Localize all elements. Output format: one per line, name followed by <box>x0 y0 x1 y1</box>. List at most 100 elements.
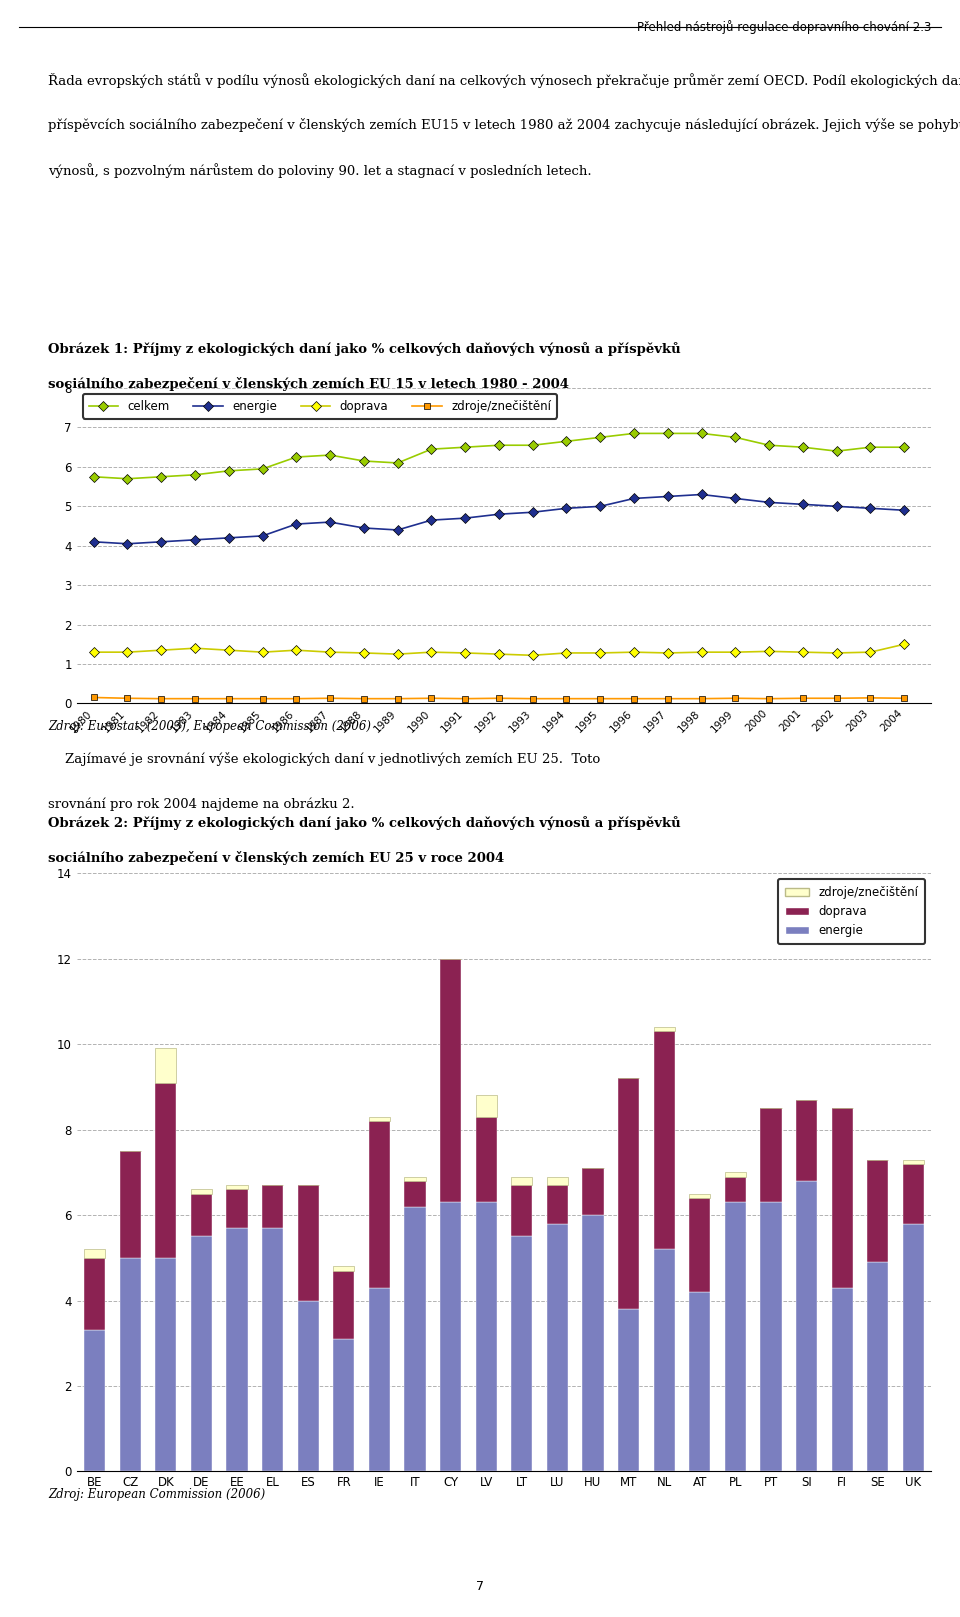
Bar <box>796 1180 817 1471</box>
doprava <box>189 639 201 658</box>
Bar <box>156 1083 177 1258</box>
doprava <box>358 644 370 663</box>
Bar <box>725 1177 746 1203</box>
zdroje/znečištění <box>899 689 910 708</box>
Legend: celkem, energie, doprava, zdroje/znečištění: celkem, energie, doprava, zdroje/znečišt… <box>83 395 557 419</box>
Bar <box>511 1177 533 1185</box>
celkem <box>88 467 100 487</box>
doprava <box>392 645 403 665</box>
zdroje/znečištění <box>865 689 876 708</box>
Bar <box>583 1214 604 1471</box>
celkem <box>256 459 268 479</box>
Bar <box>333 1271 354 1339</box>
energie <box>831 496 843 516</box>
doprava <box>696 642 708 661</box>
Bar <box>440 1203 461 1471</box>
energie <box>730 488 741 508</box>
doprava <box>223 640 234 660</box>
Bar <box>546 1224 568 1471</box>
Bar <box>227 1190 248 1227</box>
Bar <box>440 959 461 1203</box>
celkem <box>324 445 336 464</box>
energie <box>696 485 708 505</box>
doprava <box>425 642 437 661</box>
doprava <box>256 642 268 661</box>
Bar <box>583 1167 604 1214</box>
energie <box>763 493 775 513</box>
doprava <box>561 644 572 663</box>
Text: Zdroj: Eurostat  (2003), European Commission (2006): Zdroj: Eurostat (2003), European Commiss… <box>48 720 371 733</box>
celkem <box>122 469 133 488</box>
zdroje/znečištění <box>425 689 437 708</box>
energie <box>156 532 167 551</box>
doprava <box>662 644 674 663</box>
zdroje/znečištění <box>628 689 639 708</box>
Bar <box>725 1172 746 1177</box>
celkem <box>628 424 639 443</box>
zdroje/znečištění <box>797 689 808 708</box>
Text: srovnání pro rok 2004 najdeme na obrázku 2.: srovnání pro rok 2004 najdeme na obrázku… <box>48 797 354 810</box>
energie <box>561 498 572 517</box>
zdroje/znečištění <box>662 689 674 708</box>
energie <box>594 496 606 516</box>
Bar <box>119 1151 141 1258</box>
Text: Zajímavé je srovnání výše ekologických daní v jednotlivých zemích EU 25.  Toto: Zajímavé je srovnání výše ekologických d… <box>48 752 600 766</box>
celkem <box>662 424 674 443</box>
Bar <box>902 1224 924 1471</box>
zdroje/znečištění <box>392 689 403 708</box>
Bar <box>156 1048 177 1083</box>
Bar <box>654 1027 675 1032</box>
Bar <box>867 1261 888 1471</box>
Bar <box>404 1177 425 1180</box>
energie <box>189 530 201 550</box>
Text: sociálního zabezpečení v členských zemích EU 15 v letech 1980 - 2004: sociálního zabezpečení v členských zemíc… <box>48 377 569 391</box>
doprava <box>831 644 843 663</box>
zdroje/znečištění <box>527 689 539 708</box>
celkem <box>696 424 708 443</box>
Bar <box>227 1185 248 1190</box>
zdroje/znečištění <box>763 689 775 708</box>
Text: sociálního zabezpečení v členských zemích EU 25 v roce 2004: sociálního zabezpečení v členských zemíc… <box>48 851 504 865</box>
doprava <box>493 645 505 665</box>
Bar <box>333 1266 354 1271</box>
Bar <box>262 1227 283 1471</box>
zdroje/znečištění <box>831 689 843 708</box>
zdroje/znečištění <box>256 689 268 708</box>
energie <box>291 514 302 534</box>
Text: Obrázek 2: Příjmy z ekologických daní jako % celkových daňových výnosů a příspěv: Obrázek 2: Příjmy z ekologických daní ja… <box>48 815 681 830</box>
zdroje/znečištění <box>88 687 100 707</box>
Bar <box>760 1108 781 1203</box>
Bar <box>796 1100 817 1180</box>
zdroje/znečištění <box>561 689 572 708</box>
Line: doprava: doprava <box>90 640 907 658</box>
energie <box>899 501 910 521</box>
zdroje/znečištění <box>122 689 133 708</box>
Bar <box>84 1331 106 1471</box>
Line: energie: energie <box>90 492 907 547</box>
Text: Zdroj: European Commission (2006): Zdroj: European Commission (2006) <box>48 1488 265 1501</box>
energie <box>392 521 403 540</box>
zdroje/znečištění <box>291 689 302 708</box>
celkem <box>460 438 471 458</box>
Text: Obrázek 1: Příjmy z ekologických daní jako % celkových daňových výnosů a příspěv: Obrázek 1: Příjmy z ekologických daní ja… <box>48 341 681 356</box>
Bar <box>618 1079 639 1310</box>
Bar <box>725 1203 746 1471</box>
Bar <box>84 1258 106 1331</box>
Bar <box>689 1292 710 1471</box>
Bar <box>404 1206 425 1471</box>
zdroje/znečištění <box>696 689 708 708</box>
energie <box>358 519 370 538</box>
Text: 7: 7 <box>476 1580 484 1593</box>
doprava <box>730 642 741 661</box>
celkem <box>865 438 876 458</box>
celkem <box>425 440 437 459</box>
Line: zdroje/znečištění: zdroje/znečištění <box>90 694 907 702</box>
Bar <box>191 1193 212 1237</box>
Text: příspěvcích sociálního zabezpečení v členských zemích EU15 v letech 1980 až 2004: příspěvcích sociálního zabezpečení v čle… <box>48 118 960 133</box>
Bar <box>156 1258 177 1471</box>
celkem <box>831 441 843 461</box>
doprava <box>628 642 639 661</box>
energie <box>223 529 234 548</box>
Bar <box>654 1250 675 1471</box>
celkem <box>223 461 234 480</box>
